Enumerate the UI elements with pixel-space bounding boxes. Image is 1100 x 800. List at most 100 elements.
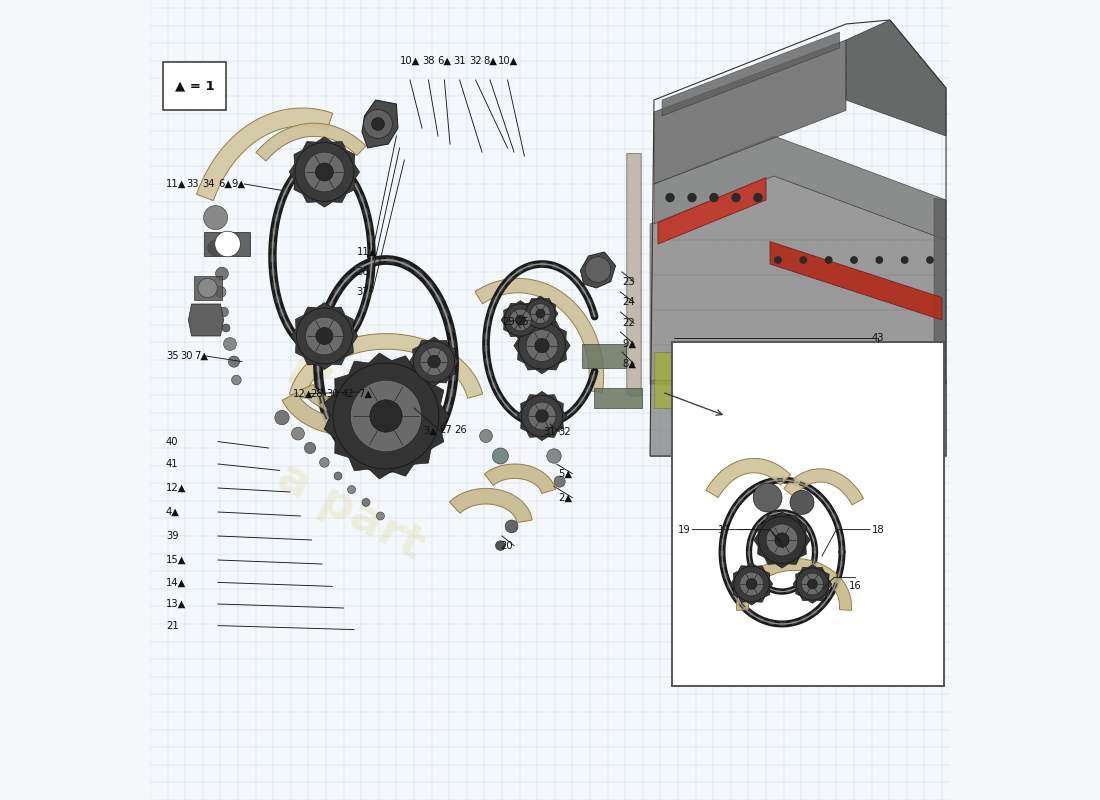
Polygon shape	[289, 334, 483, 398]
Circle shape	[807, 579, 817, 589]
Polygon shape	[658, 178, 766, 244]
Circle shape	[536, 309, 544, 318]
Circle shape	[493, 448, 508, 464]
Text: 43: 43	[871, 333, 884, 342]
Text: 23: 23	[621, 277, 635, 286]
Circle shape	[504, 304, 537, 336]
Circle shape	[223, 338, 236, 350]
Circle shape	[530, 304, 550, 323]
Circle shape	[333, 363, 439, 469]
Polygon shape	[650, 176, 946, 384]
Text: 11▲: 11▲	[166, 179, 187, 189]
Polygon shape	[522, 296, 558, 331]
Polygon shape	[343, 400, 438, 443]
Text: 3▲: 3▲	[424, 426, 438, 435]
Polygon shape	[770, 242, 942, 320]
Circle shape	[292, 427, 305, 440]
Text: 24: 24	[621, 298, 635, 307]
Text: 37: 37	[356, 287, 369, 297]
Circle shape	[320, 458, 329, 467]
Text: 11▲: 11▲	[356, 247, 377, 257]
Text: 12▲: 12▲	[166, 483, 187, 493]
Circle shape	[547, 449, 561, 463]
Circle shape	[316, 163, 333, 181]
Circle shape	[372, 118, 384, 130]
Polygon shape	[846, 20, 946, 136]
Text: 31: 31	[453, 56, 466, 66]
Polygon shape	[934, 198, 946, 384]
Circle shape	[376, 512, 384, 520]
Polygon shape	[409, 337, 459, 386]
Circle shape	[232, 375, 241, 385]
Text: 22: 22	[621, 318, 635, 328]
Circle shape	[746, 578, 757, 590]
Circle shape	[666, 194, 674, 202]
Circle shape	[536, 410, 548, 422]
Text: 38: 38	[422, 56, 435, 66]
Circle shape	[732, 194, 740, 202]
Circle shape	[480, 430, 493, 442]
Circle shape	[802, 573, 823, 595]
Polygon shape	[500, 301, 540, 339]
Circle shape	[198, 278, 217, 298]
Text: 17: 17	[718, 525, 730, 534]
Polygon shape	[706, 458, 791, 498]
Circle shape	[927, 257, 933, 263]
Text: 26: 26	[454, 426, 466, 435]
Circle shape	[766, 524, 797, 556]
Text: 28: 28	[310, 389, 322, 398]
Text: 10▲: 10▲	[399, 56, 420, 66]
Circle shape	[316, 327, 333, 345]
Polygon shape	[627, 154, 641, 396]
Polygon shape	[730, 563, 772, 605]
Circle shape	[204, 206, 228, 230]
Text: 27: 27	[440, 426, 452, 435]
Text: 6▲: 6▲	[218, 179, 232, 189]
Text: ▲ = 1: ▲ = 1	[175, 79, 214, 93]
Polygon shape	[654, 40, 846, 184]
Text: 30: 30	[180, 351, 192, 361]
Text: 8▲: 8▲	[483, 56, 497, 66]
Circle shape	[496, 541, 505, 550]
Polygon shape	[582, 344, 626, 368]
Text: 13▲: 13▲	[166, 599, 186, 609]
Circle shape	[518, 322, 565, 369]
Polygon shape	[450, 489, 532, 522]
Circle shape	[754, 483, 782, 512]
Polygon shape	[194, 276, 222, 300]
Circle shape	[305, 152, 344, 192]
Text: 12▲: 12▲	[293, 389, 312, 398]
Text: 39: 39	[166, 531, 178, 541]
Circle shape	[219, 307, 229, 317]
Polygon shape	[654, 136, 946, 240]
Polygon shape	[205, 232, 250, 256]
Circle shape	[526, 299, 556, 328]
Circle shape	[790, 490, 814, 514]
Text: 5▲: 5▲	[558, 469, 572, 478]
Circle shape	[758, 517, 805, 563]
Circle shape	[420, 348, 448, 375]
Text: 31: 31	[543, 427, 557, 437]
Circle shape	[528, 402, 556, 430]
Circle shape	[305, 442, 316, 454]
Text: 20: 20	[500, 541, 513, 550]
Circle shape	[306, 317, 343, 355]
Circle shape	[754, 194, 762, 202]
Text: 9▲: 9▲	[232, 179, 245, 189]
Polygon shape	[319, 398, 377, 421]
FancyBboxPatch shape	[672, 342, 945, 686]
Circle shape	[362, 498, 370, 506]
Text: 10▲: 10▲	[497, 56, 518, 66]
Polygon shape	[289, 137, 360, 207]
Circle shape	[295, 142, 354, 202]
Circle shape	[825, 257, 832, 263]
Polygon shape	[197, 108, 332, 201]
Circle shape	[334, 472, 342, 480]
Circle shape	[585, 257, 611, 282]
Text: 32: 32	[558, 427, 571, 437]
Circle shape	[229, 356, 240, 367]
Circle shape	[216, 267, 229, 280]
Text: 40: 40	[166, 437, 178, 446]
Text: EPC: EPC	[273, 333, 443, 467]
Text: 15▲: 15▲	[166, 555, 187, 565]
